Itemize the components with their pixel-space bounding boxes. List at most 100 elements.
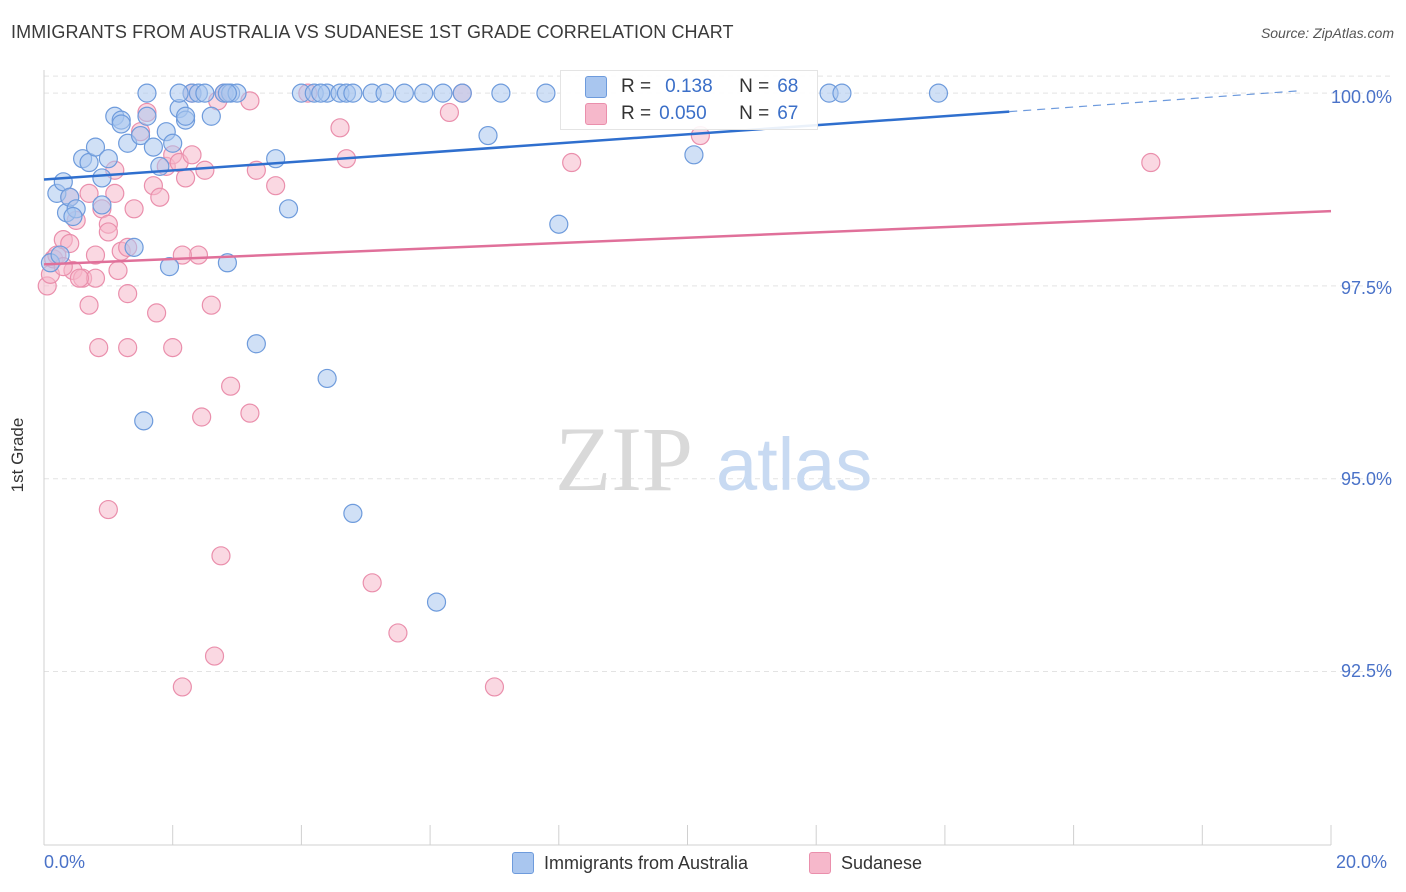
australia-point xyxy=(452,83,472,103)
australia-point xyxy=(143,137,163,157)
bottom-legend-label: Sudanese xyxy=(841,852,923,873)
chart-title: IMMIGRANTS FROM AUSTRALIA VS SUDANESE 1S… xyxy=(11,22,734,42)
y-tick-label-100: 100.0% xyxy=(1330,87,1392,107)
australia-point xyxy=(159,257,180,277)
australia-point xyxy=(491,83,511,103)
australia-point xyxy=(832,83,852,103)
sudanese-point xyxy=(388,623,408,643)
sudanese-point xyxy=(172,677,192,697)
watermark-atlas: atlas xyxy=(716,423,872,506)
sudanese-point xyxy=(211,546,231,566)
x-tick-label-min: 0.0% xyxy=(44,852,86,872)
sudanese-point xyxy=(201,295,221,315)
legend-row-australia: R = 0.138 N = 68 xyxy=(585,75,798,99)
australia-point xyxy=(278,199,299,219)
australia-trend-line xyxy=(43,110,1010,181)
legend-r-value: 0.050 xyxy=(659,103,707,124)
legend-n-value: 67 xyxy=(777,103,799,124)
australia-point xyxy=(163,133,183,153)
bottom-legend-australia[interactable]: Immigrants from Australia xyxy=(512,852,748,874)
australia-point xyxy=(137,106,157,126)
australia-point xyxy=(85,137,106,157)
sudanese-point xyxy=(85,245,106,265)
sudanese-point xyxy=(108,260,128,281)
y-tick-label-95: 95.0% xyxy=(1340,469,1392,489)
stats-legend: R = 0.138 N = 68 R = 0.050 N = 67 xyxy=(560,70,818,130)
australia-point xyxy=(50,245,70,265)
sudanese-point xyxy=(89,338,109,358)
australia-point xyxy=(317,368,337,389)
sudanese-point xyxy=(105,183,125,203)
sudanese-point xyxy=(484,677,505,697)
sudanese-point xyxy=(439,102,460,123)
australia-point xyxy=(343,503,363,524)
australia-point xyxy=(92,168,112,188)
sudanese-point xyxy=(85,268,106,288)
australia-point xyxy=(414,83,434,103)
sudanese-point xyxy=(266,176,286,196)
sudanese-point xyxy=(362,573,382,593)
sudanese-point xyxy=(204,646,225,666)
x-tick-label-max: 20.0% xyxy=(1336,852,1388,872)
australia-point xyxy=(175,106,196,126)
legend-r-value: 0.138 xyxy=(665,76,713,97)
australia-point xyxy=(130,125,151,146)
australia-point xyxy=(63,206,83,227)
australia-point xyxy=(433,83,453,103)
australia-point xyxy=(124,237,144,257)
australia-point xyxy=(98,149,118,169)
sudanese-point xyxy=(1141,152,1161,173)
sudanese-point xyxy=(79,183,99,203)
australia-point xyxy=(311,83,331,103)
watermark-zip: ZIP xyxy=(555,408,693,510)
sudanese-point xyxy=(98,222,118,242)
australia-point xyxy=(169,83,189,103)
sudanese-point xyxy=(221,376,241,396)
sudanese-point xyxy=(562,152,582,173)
sudanese-point xyxy=(175,168,196,188)
australia-point xyxy=(195,83,215,103)
sudanese-point xyxy=(240,403,260,423)
sudanese-trend-line xyxy=(43,209,1332,266)
australia-point xyxy=(478,125,498,146)
australia-point xyxy=(536,83,556,103)
sudanese-point xyxy=(188,245,209,265)
legend-n-label: N = xyxy=(739,76,770,97)
australia-point xyxy=(246,334,266,354)
sudanese-point xyxy=(118,338,138,358)
australia-point xyxy=(134,411,154,431)
sudanese-point xyxy=(163,338,183,358)
australia-point xyxy=(394,83,414,103)
australia-trend-extension xyxy=(1009,90,1299,113)
legend-row-sudanese: R = 0.050 N = 67 xyxy=(585,102,798,126)
australia-point xyxy=(217,83,237,103)
sudanese-point xyxy=(124,199,144,219)
australia-point xyxy=(217,253,237,273)
sudanese-point xyxy=(192,407,212,427)
australia-point xyxy=(928,83,949,103)
legend-swatch-blue xyxy=(585,76,607,98)
australia-point xyxy=(92,195,112,215)
australia-point xyxy=(266,149,286,169)
source-label: Source: ZipAtlas.com xyxy=(1260,25,1394,41)
sudanese-point xyxy=(79,295,99,315)
bottom-legend-sudanese[interactable]: Sudanese xyxy=(809,852,922,874)
australia-point xyxy=(375,83,395,103)
legend-swatch-pink xyxy=(809,852,831,874)
australia-point xyxy=(137,83,157,103)
legend-n-value: 68 xyxy=(777,76,799,97)
australia-point xyxy=(684,145,704,165)
sudanese-point xyxy=(150,187,170,207)
australia-point xyxy=(426,592,447,612)
sudanese-point xyxy=(69,268,89,288)
sudanese-point xyxy=(195,160,215,180)
sudanese-point xyxy=(182,145,202,165)
australia-point xyxy=(549,214,569,234)
australia-point xyxy=(201,106,221,126)
sudanese-point xyxy=(118,284,138,304)
australia-point xyxy=(111,114,131,134)
sudanese-point xyxy=(330,118,350,138)
legend-swatch-pink xyxy=(585,103,607,125)
bottom-legend-label: Immigrants from Australia xyxy=(544,852,749,873)
